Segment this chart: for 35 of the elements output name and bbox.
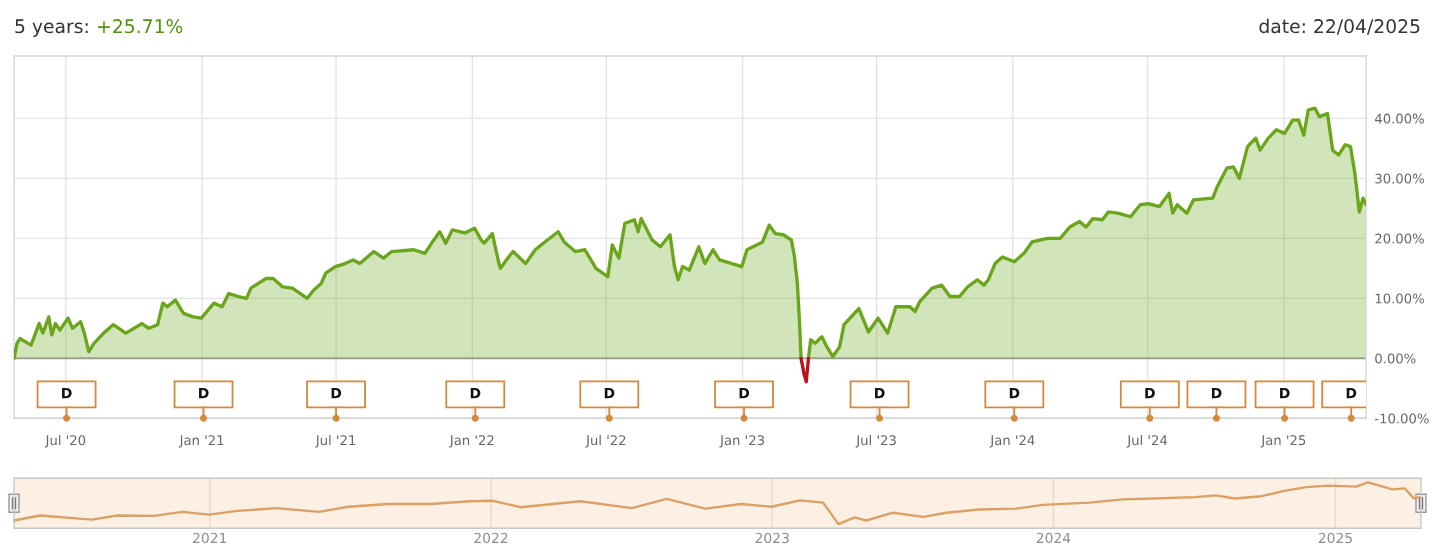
- x-tick-label: 2024: [1036, 532, 1071, 544]
- y-tick-label: 10.00%: [1375, 293, 1424, 304]
- x-tick-label: 2023: [755, 532, 789, 544]
- x-tick-label: Jan '24: [989, 435, 1035, 448]
- x-tick-label: Jul '20: [44, 434, 86, 448]
- data-label: D: [1211, 388, 1222, 399]
- y-tick-label: -10.00%: [1374, 413, 1429, 424]
- x-tick-label: Jan '23: [719, 435, 764, 448]
- x-tick-label: Jan '21: [178, 435, 224, 448]
- chart-subtitle: date: 22/04/2025: [1259, 18, 1420, 35]
- x-tick-label: Jan '25: [1260, 435, 1306, 448]
- y-tick-label: 40.00%: [1374, 113, 1424, 124]
- x-tick-label: 2025: [1318, 532, 1352, 544]
- x-tick-label: Jul '24: [1126, 434, 1168, 448]
- data-label: D: [470, 388, 481, 399]
- data-label: D: [1009, 388, 1020, 399]
- data-label: D: [1145, 388, 1155, 399]
- data-label: D: [739, 388, 750, 399]
- x-tick-label: 2022: [474, 532, 508, 544]
- data-label: D: [1346, 388, 1357, 399]
- data-label: D: [62, 388, 72, 399]
- x-tick-label: Jul '23: [855, 434, 896, 448]
- data-label: D: [331, 388, 342, 399]
- x-tick-label: Jul '21: [315, 434, 356, 448]
- x-tick-label: 2021: [193, 532, 227, 544]
- x-tick-label: Jul '22: [585, 434, 626, 448]
- data-label: D: [604, 388, 615, 399]
- data-label: D: [199, 388, 209, 399]
- x-tick-label: Jan '22: [449, 435, 494, 448]
- y-tick-label: 20.00%: [1375, 233, 1424, 244]
- y-tick-label: 0.00%: [1375, 353, 1416, 364]
- y-tick-label: 30.00%: [1375, 173, 1424, 184]
- data-label: D: [875, 388, 885, 399]
- chart-title: 5 years: +25.71%: [15, 19, 183, 37]
- data-label: D: [1280, 388, 1290, 399]
